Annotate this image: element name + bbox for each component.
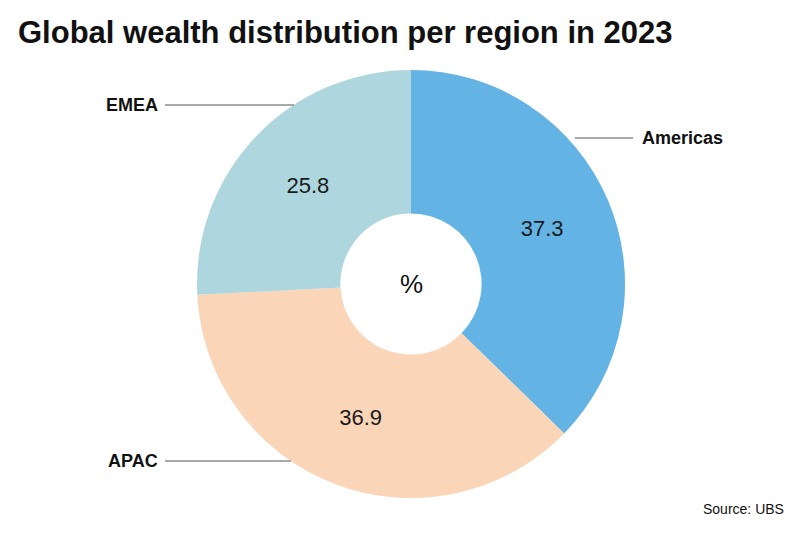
svg-text:EMEA: EMEA [106, 95, 158, 115]
svg-text:Global wealth distribution per: Global wealth distribution per region in… [18, 15, 673, 50]
svg-text:Source: UBS: Source: UBS [703, 501, 784, 517]
svg-text:Americas: Americas [642, 128, 723, 148]
svg-text:%: % [400, 269, 423, 299]
svg-text:36.9: 36.9 [339, 405, 382, 430]
svg-text:APAC: APAC [108, 451, 158, 471]
svg-text:25.8: 25.8 [286, 173, 329, 198]
svg-text:37.3: 37.3 [521, 216, 564, 241]
